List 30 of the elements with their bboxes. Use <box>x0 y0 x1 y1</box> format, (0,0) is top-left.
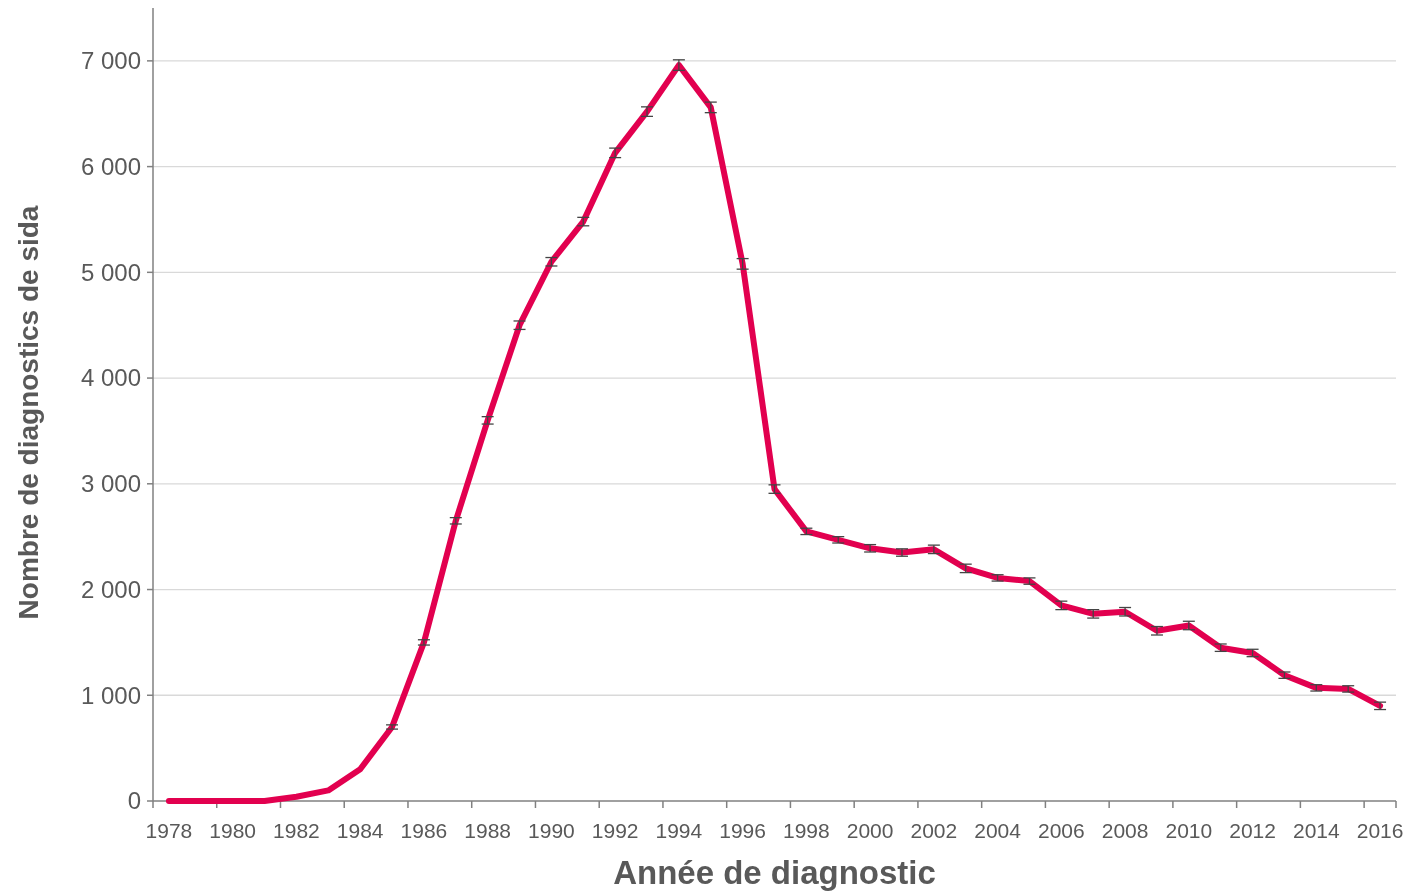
x-tick-label: 1994 <box>655 819 703 842</box>
x-tick-label: 2012 <box>1229 819 1276 842</box>
y-tick-label: 5 000 <box>80 258 141 286</box>
x-tick-label: 1990 <box>528 819 575 842</box>
x-tick-label: 1988 <box>464 819 512 842</box>
y-tick-label: 2 000 <box>80 575 141 603</box>
x-tick-label: 2002 <box>910 819 958 842</box>
x-tick-label: 1984 <box>336 819 384 842</box>
y-tick-label: 1 000 <box>80 681 141 709</box>
y-tick-label: 3 000 <box>80 470 141 498</box>
x-axis-title: Année de diagnostic <box>613 854 936 891</box>
y-tick-label: 0 <box>127 787 141 815</box>
x-tick-label: 1986 <box>400 819 448 842</box>
x-tick-label: 2000 <box>846 819 894 842</box>
x-tick-label: 1982 <box>273 819 320 842</box>
x-tick-label: 2016 <box>1356 819 1404 842</box>
x-tick-label: 2010 <box>1165 819 1213 842</box>
y-tick-label: 4 000 <box>80 364 141 392</box>
x-tick-label: 2008 <box>1101 819 1149 842</box>
y-tick-label: 6 000 <box>80 153 141 180</box>
x-tick-label: 2006 <box>1037 819 1085 842</box>
x-tick-label: 1978 <box>145 819 193 842</box>
x-tick-label: 1992 <box>591 819 639 842</box>
x-tick-label: 1996 <box>719 819 766 842</box>
x-tick-label: 1998 <box>783 819 830 842</box>
x-tick-label: 1980 <box>209 819 257 842</box>
y-tick-label: 7 000 <box>80 47 141 75</box>
y-axis-title: Nombre de diagnostics de sida <box>13 205 44 620</box>
x-tick-label: 2014 <box>1292 819 1340 842</box>
x-tick-label: 2004 <box>974 819 1022 842</box>
